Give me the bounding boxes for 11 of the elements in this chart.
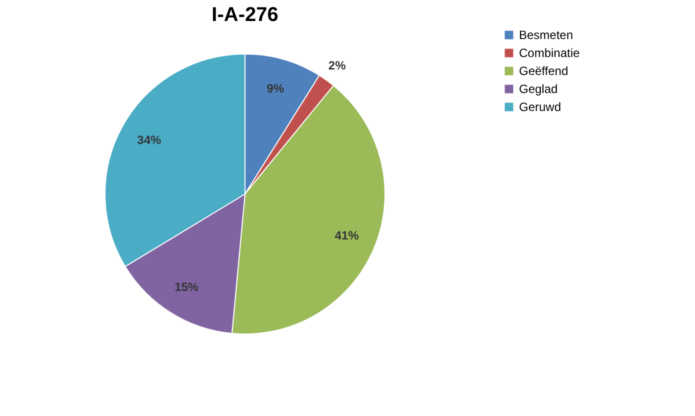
legend-label: Geruwd [519,100,562,114]
data-label: 34% [137,132,162,147]
data-label: 9% [266,81,284,96]
data-label: 2% [328,58,346,73]
data-label: 15% [174,280,199,294]
legend-label: Combinatie [519,46,580,60]
legend-label: Geglad [519,82,558,96]
data-label: 41% [334,228,360,243]
legend-label: Geëffend [519,64,568,78]
chart-title: I-A-276 [212,4,278,26]
legend-label: Besmeten [519,28,574,42]
